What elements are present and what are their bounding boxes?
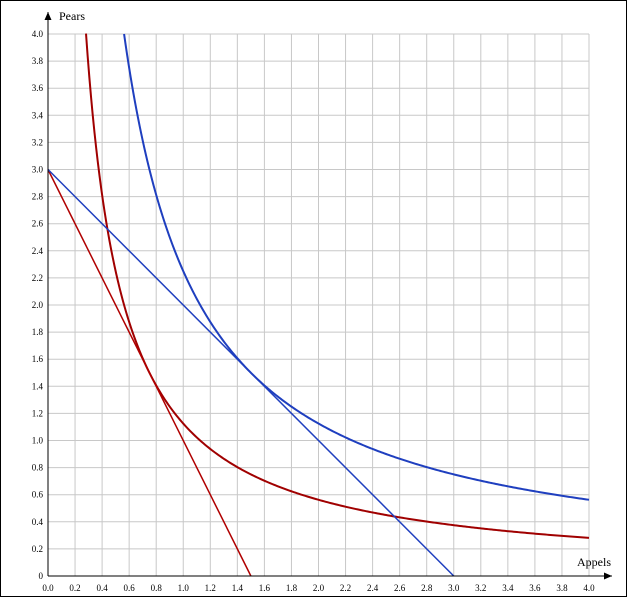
grid xyxy=(47,33,590,577)
y-tick-label: 3.8 xyxy=(32,56,44,66)
x-tick-label: 0.8 xyxy=(151,583,163,593)
x-tick-label: 1.4 xyxy=(232,583,244,593)
x-tick-label: 0.4 xyxy=(96,583,108,593)
y-tick-label: 3.4 xyxy=(32,110,44,120)
y-tick-label: 1.2 xyxy=(32,408,43,418)
x-axis-label: Appels xyxy=(577,555,611,569)
y-axis-label: Pears xyxy=(59,9,85,23)
indifference-curve-2 xyxy=(123,33,590,501)
y-tick-label: 0.4 xyxy=(32,517,44,527)
y-tick-label: 0.8 xyxy=(32,463,44,473)
x-tick-label: 2.8 xyxy=(421,583,433,593)
y-tick-label: 2.8 xyxy=(32,192,44,202)
y-tick-label: 0.6 xyxy=(32,490,44,500)
x-tick-label: 1.2 xyxy=(205,583,216,593)
y-tick-label: 4.0 xyxy=(32,29,44,39)
x-tick-label: 4.0 xyxy=(583,583,595,593)
x-tick-label: 1.0 xyxy=(178,583,190,593)
y-tick-label: 1.6 xyxy=(32,354,44,364)
budget-line-3 xyxy=(47,168,455,577)
y-tick-label: 3.0 xyxy=(32,165,44,175)
y-tick-label: 1.4 xyxy=(32,381,44,391)
x-tick-label: 3.2 xyxy=(475,583,486,593)
x-tick-label: 2.2 xyxy=(340,583,351,593)
y-tick-label: 2.4 xyxy=(32,246,44,256)
budget-line-1 xyxy=(47,169,252,577)
x-axis-arrow xyxy=(604,572,612,580)
y-tick-label: 2.2 xyxy=(32,273,43,283)
y-tick-label: 1.8 xyxy=(32,327,44,337)
y-tick-labels: 0 0.2 0.4 0.6 0.8 1.0 1.2 1.4 1.6 1.8 2.0 2.2 2.4 2.6… xyxy=(32,29,44,581)
y-tick-label: 1.0 xyxy=(32,436,44,446)
y-axis-arrow xyxy=(44,12,52,20)
x-tick-label: 0.0 xyxy=(42,583,54,593)
x-tick-label: 2.0 xyxy=(313,583,325,593)
x-tick-label: 3.8 xyxy=(556,583,568,593)
x-tick-label: 3.0 xyxy=(448,583,460,593)
x-tick-label: 1.6 xyxy=(259,583,271,593)
y-tick-label: 3.2 xyxy=(32,137,43,147)
x-tick-label: 0.6 xyxy=(124,583,136,593)
axes xyxy=(44,12,612,580)
y-tick-label: 0.2 xyxy=(32,544,43,554)
x-tick-label: 1.8 xyxy=(286,583,298,593)
indifference-curve-0 xyxy=(85,33,590,539)
y-tick-label: 2.0 xyxy=(32,300,44,310)
x-tick-label: 3.6 xyxy=(529,583,541,593)
y-tick-label: 3.6 xyxy=(32,83,44,93)
x-tick-label: 2.6 xyxy=(394,583,406,593)
y-tick-label: 2.6 xyxy=(32,219,44,229)
x-tick-labels: 0.0 0.2 0.4 0.6 0.8 1.0 1.2 1.4 1.6 1.8 2.0 2.2 2.4 2… xyxy=(42,583,595,593)
y-tick-label: 0 xyxy=(39,571,44,581)
x-tick-label: 2.4 xyxy=(367,583,379,593)
x-tick-label: 3.4 xyxy=(502,583,514,593)
series-group xyxy=(47,33,590,577)
x-tick-label: 0.2 xyxy=(69,583,80,593)
